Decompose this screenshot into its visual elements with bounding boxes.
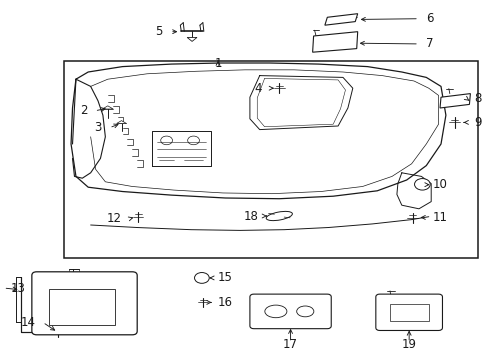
Text: 18: 18 (244, 210, 259, 222)
Text: 13: 13 (11, 282, 25, 294)
FancyBboxPatch shape (32, 272, 137, 335)
Text: 1: 1 (214, 57, 222, 69)
Text: 10: 10 (432, 178, 447, 191)
Text: 17: 17 (283, 338, 298, 351)
Polygon shape (187, 37, 197, 41)
Polygon shape (440, 94, 470, 108)
Text: 6: 6 (426, 12, 434, 25)
Circle shape (195, 273, 209, 283)
Text: 15: 15 (218, 271, 233, 284)
Text: 19: 19 (402, 338, 416, 351)
FancyBboxPatch shape (250, 294, 331, 329)
Polygon shape (313, 32, 358, 52)
Text: 12: 12 (106, 212, 122, 225)
Bar (64, 61, 478, 258)
Polygon shape (325, 14, 358, 25)
Text: 2: 2 (80, 104, 87, 117)
Text: 11: 11 (432, 211, 447, 224)
Text: 14: 14 (20, 316, 35, 329)
Text: 5: 5 (155, 25, 163, 38)
Polygon shape (117, 121, 126, 123)
Text: 8: 8 (474, 93, 482, 105)
Text: 9: 9 (474, 116, 482, 129)
Bar (49, 289, 115, 325)
Polygon shape (102, 106, 113, 109)
Text: 3: 3 (95, 121, 102, 134)
Bar (390, 304, 429, 321)
Text: 4: 4 (255, 82, 262, 95)
FancyBboxPatch shape (376, 294, 442, 330)
Text: 7: 7 (426, 37, 434, 50)
Text: 16: 16 (218, 296, 233, 309)
Circle shape (415, 179, 430, 190)
